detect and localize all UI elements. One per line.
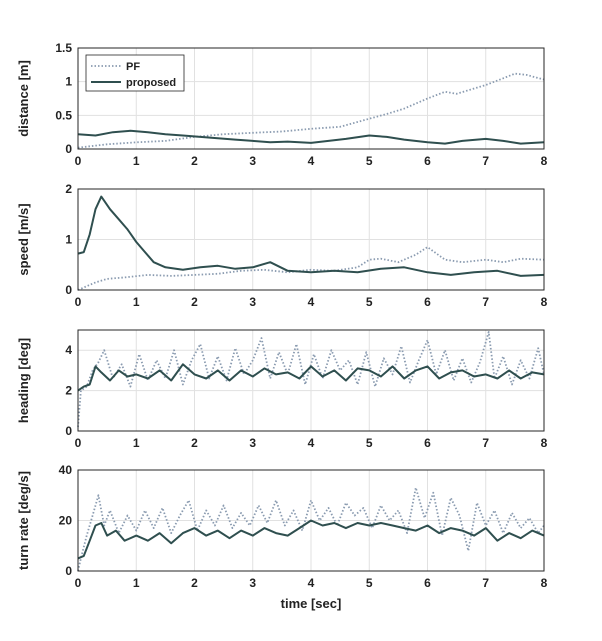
x-tick-label: 2: [191, 295, 198, 309]
x-tick-label: 0: [75, 295, 82, 309]
x-tick-label: 7: [482, 576, 489, 590]
x-tick-label: 8: [541, 295, 548, 309]
x-tick-label: 2: [191, 576, 198, 590]
x-tick-label: 5: [366, 295, 373, 309]
x-tick-label: 6: [424, 295, 431, 309]
series-line-proposed: [77, 129, 545, 145]
y-tick-label: 0.5: [55, 108, 72, 122]
axes-frame: [77, 329, 545, 432]
y-tick-label: 2: [65, 182, 72, 196]
x-tick-label: 6: [424, 154, 431, 168]
series-line-pf: [77, 331, 545, 428]
x-tick-label: 3: [249, 436, 256, 450]
x-tick-label: 7: [482, 436, 489, 450]
chart-panel-3: 0 1 2 3 4 5 6 7 8 0 2 4 heading [deg]: [16, 329, 548, 450]
x-tick-label: 0: [75, 436, 82, 450]
x-tick-label: 1: [133, 436, 140, 450]
y-tick-label: 2: [65, 384, 72, 398]
series-line-proposed: [77, 195, 545, 277]
y-tick-label: 0: [65, 424, 72, 438]
x-tick-label: 7: [482, 154, 489, 168]
x-tick-label: 3: [249, 576, 256, 590]
x-tick-label: 4: [308, 154, 315, 168]
legend-label-pf: PF: [126, 61, 140, 73]
x-tick-label: 1: [133, 295, 140, 309]
y-axis-label: distance [m]: [16, 60, 31, 137]
x-tick-label: 5: [366, 436, 373, 450]
x-tick-label: 3: [249, 295, 256, 309]
x-tick-label: 6: [424, 436, 431, 450]
y-tick-label: 0: [65, 564, 72, 578]
series-line-pf: [77, 486, 545, 572]
series-line-pf: [77, 246, 545, 291]
x-tick-label: 8: [541, 576, 548, 590]
x-tick-label: 2: [191, 154, 198, 168]
x-axis-label: time [sec]: [281, 596, 342, 611]
x-tick-label: 7: [482, 295, 489, 309]
legend: PF proposed: [85, 54, 185, 92]
x-tick-label: 2: [191, 436, 198, 450]
chart-panel-2: 0 1 2 3 4 5 6 7 8 0 1 2 speed [m/s]: [16, 182, 548, 309]
x-tick-label: 1: [133, 576, 140, 590]
y-tick-label: 1: [65, 75, 72, 89]
y-tick-label: 20: [59, 514, 73, 528]
y-tick-label: 40: [59, 463, 73, 477]
y-axis-label: heading [deg]: [16, 338, 31, 423]
y-tick-label: 1.5: [55, 41, 72, 55]
x-tick-label: 3: [249, 154, 256, 168]
legend-label-proposed: proposed: [126, 77, 176, 89]
y-tick-label: 0: [65, 283, 72, 297]
x-tick-label: 4: [308, 576, 315, 590]
legend-box: [85, 54, 185, 92]
x-tick-label: 8: [541, 436, 548, 450]
chart-panel-1: 0 1 2 3 4 5 6 7 8 0 0.5 1 1.5 distance [m] PF proposed: [16, 41, 548, 168]
chart-panel-4: 0 1 2 3 4 5 6 7 8 0 20 40 turn rate [deg/s] time [sec…: [16, 463, 548, 611]
x-tick-label: 5: [366, 576, 373, 590]
x-tick-label: 0: [75, 154, 82, 168]
x-tick-label: 6: [424, 576, 431, 590]
series-line-proposed: [77, 363, 545, 392]
x-tick-label: 8: [541, 154, 548, 168]
x-tick-label: 5: [366, 154, 373, 168]
y-axis-label: turn rate [deg/s]: [16, 471, 31, 570]
x-tick-label: 1: [133, 154, 140, 168]
axes-frame: [77, 47, 545, 150]
x-tick-label: 0: [75, 576, 82, 590]
axes-frame: [77, 469, 545, 572]
y-tick-label: 4: [65, 343, 72, 357]
x-tick-label: 4: [308, 436, 315, 450]
series-line-proposed: [77, 519, 545, 560]
axes-frame: [77, 188, 545, 291]
y-tick-label: 1: [65, 233, 72, 247]
y-axis-label: speed [m/s]: [16, 203, 31, 275]
x-tick-label: 4: [308, 295, 315, 309]
y-tick-label: 0: [65, 142, 72, 156]
